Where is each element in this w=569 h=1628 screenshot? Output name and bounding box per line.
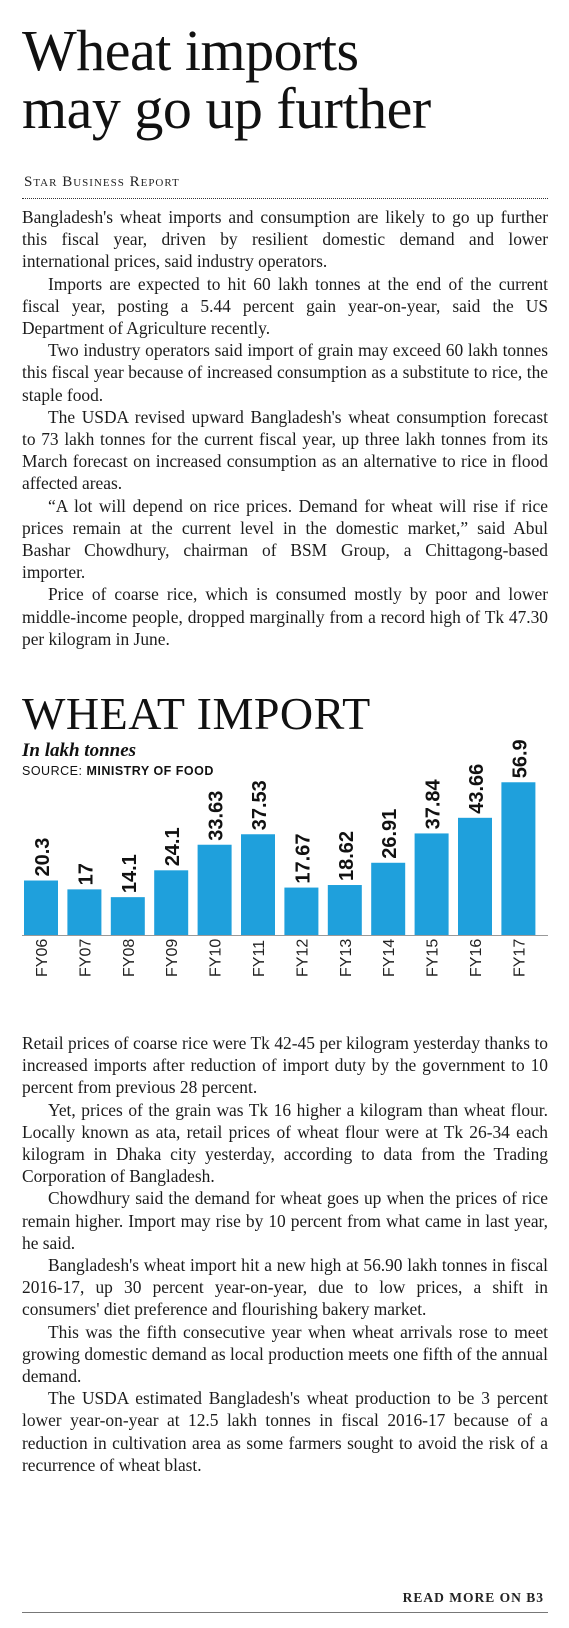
article-paragraph: Imports are expected to hit 60 lakh tonn… [22, 273, 548, 339]
article-body-top: Bangladesh's wheat imports and consumpti… [22, 206, 548, 650]
chart-title: WHEAT IMPORT [22, 688, 371, 739]
category-label: FY10 [208, 939, 225, 977]
bar-fy07 [67, 889, 102, 935]
article-paragraph: Price of coarse rice, which is consumed … [22, 584, 548, 649]
headline-line-1: Wheat imports [22, 18, 359, 83]
value-label: 17 [75, 863, 97, 885]
dotted-divider [22, 198, 548, 199]
bar-fy13 [327, 885, 362, 935]
bar-fy16 [458, 817, 492, 935]
byline: Star Business Report [24, 174, 180, 190]
chart-subtitle: In lakh tonnes [22, 740, 137, 761]
bar-fy06 [24, 880, 58, 935]
article-paragraph: Two industry operators said import of gr… [22, 340, 548, 405]
article-body-bottom: Retail prices of coarse rice were Tk 42-… [22, 1032, 548, 1476]
bar-fy14 [371, 862, 406, 935]
category-label: FY15 [425, 939, 442, 977]
category-label: FY12 [294, 939, 311, 977]
category-label: FY16 [468, 939, 485, 977]
bar-fy08 [110, 897, 145, 935]
value-label: 17.67 [292, 834, 314, 884]
category-label: FY13 [338, 939, 355, 977]
article-paragraph: Yet, prices of the grain was Tk 16 highe… [22, 1099, 548, 1187]
value-label: 18.62 [336, 831, 358, 881]
article-paragraph: Chowdhury said the demand for wheat goes… [22, 1188, 548, 1253]
chart-source-name: MINISTRY OF FOOD [86, 764, 214, 778]
value-label: 37.84 [423, 779, 445, 830]
category-label: FY11 [251, 940, 268, 977]
category-label: FY08 [121, 939, 138, 977]
category-label: FY06 [34, 939, 51, 977]
value-label: 26.91 [379, 809, 401, 859]
chart-source-label: SOURCE: [22, 764, 83, 778]
value-label: 56.9 [509, 739, 531, 778]
value-label: 14.1 [119, 854, 141, 893]
bottom-divider [22, 1612, 548, 1613]
category-label: FY09 [164, 939, 181, 977]
bar-fy10 [197, 844, 232, 935]
value-label: 20.3 [32, 838, 54, 877]
bar-fy11 [241, 834, 275, 935]
article-paragraph: The USDA revised upward Bangladesh's whe… [22, 406, 548, 494]
headline: Wheat imports may go up further [22, 22, 552, 138]
chart-source: SOURCE: MINISTRY OF FOOD [22, 764, 214, 778]
bar-fy12 [284, 887, 319, 935]
article-paragraph: Bangladesh's wheat import hit a new high… [22, 1255, 548, 1320]
article-paragraph: This was the fifth consecutive year when… [22, 1321, 548, 1387]
value-label: 33.63 [206, 791, 228, 841]
category-label: FY14 [381, 939, 398, 977]
bar-fy17 [501, 782, 536, 935]
category-label: FY07 [77, 939, 94, 977]
value-label: 43.66 [466, 764, 488, 814]
article-paragraph: Bangladesh's wheat imports and consumpti… [22, 207, 548, 272]
value-label: 24.1 [162, 827, 184, 866]
value-label: 37.53 [249, 780, 271, 830]
bar-fy09 [154, 870, 189, 935]
article-paragraph: “A lot will depend on rice prices. Deman… [22, 495, 548, 583]
article-paragraph: The USDA estimated Bangladesh's wheat pr… [22, 1388, 548, 1475]
bar-fy15 [414, 833, 449, 935]
read-more-link[interactable]: READ MORE ON B3 [402, 1590, 544, 1605]
article-paragraph: Retail prices of coarse rice were Tk 42-… [22, 1033, 548, 1098]
category-label: FY17 [511, 939, 528, 977]
headline-line-2: may go up further [22, 76, 431, 141]
